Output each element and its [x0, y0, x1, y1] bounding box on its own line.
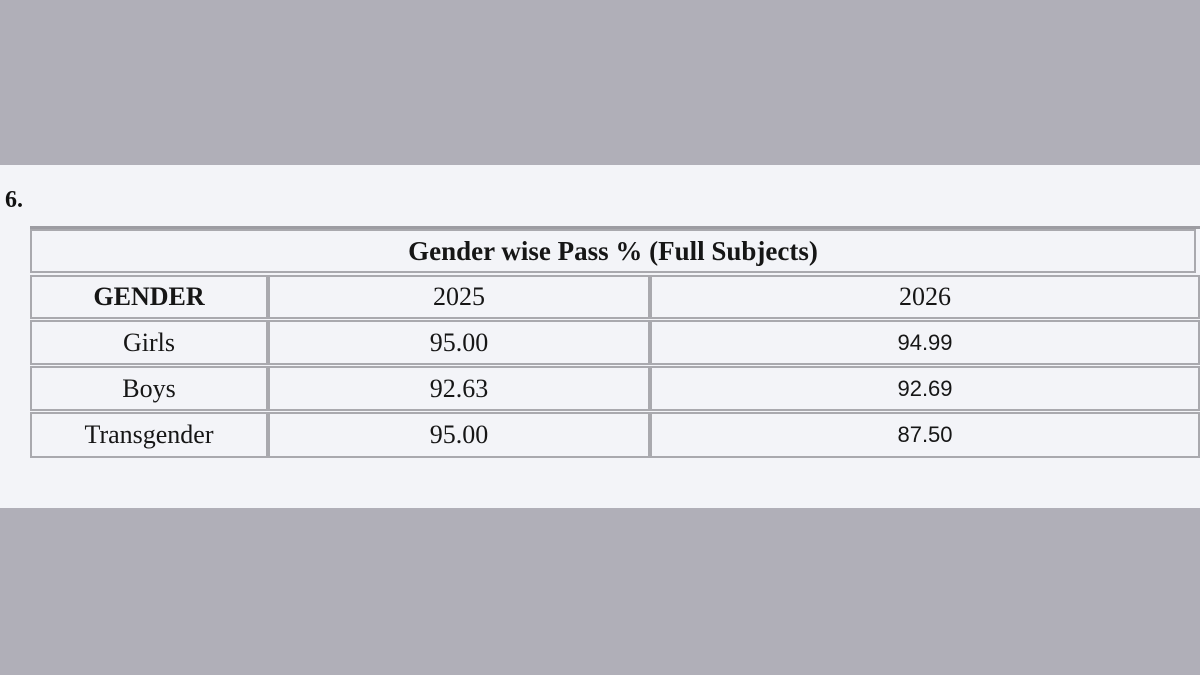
cell: 92.69 — [650, 366, 1200, 411]
document-sheet: 6. Gender wise Pass % (Full Subjects) GE… — [0, 165, 1200, 508]
cell: 95.00 — [268, 320, 650, 365]
row-label: Boys — [30, 366, 268, 411]
cell: 87.50 — [650, 412, 1200, 458]
section-number: 6. — [5, 187, 23, 213]
header-cell: 2026 — [650, 275, 1200, 319]
row-label: Transgender — [30, 412, 268, 458]
cell: 94.99 — [650, 320, 1200, 365]
row-label: Girls — [30, 320, 268, 365]
header-cell: GENDER — [30, 275, 268, 319]
cell: 92.63 — [268, 366, 650, 411]
rule — [30, 226, 1200, 229]
cell: 95.00 — [268, 412, 650, 458]
table-title: Gender wise Pass % (Full Subjects) — [30, 229, 1196, 273]
header-cell: 2025 — [268, 275, 650, 319]
